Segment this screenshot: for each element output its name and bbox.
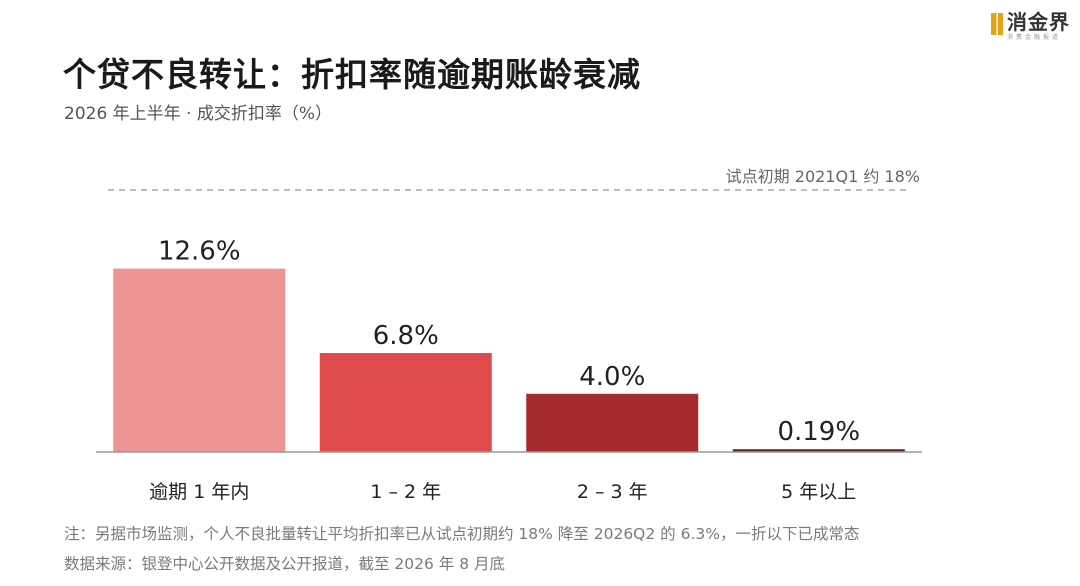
- reference-line-label: 试点初期 2021Q1 约 18%: [726, 167, 920, 186]
- logo-mark-icon: [991, 13, 1003, 35]
- footnote: 注：另据市场监测，个人不良批量转让平均折扣率已从试点初期约 18% 降至 202…: [64, 525, 860, 543]
- bar-value-label-4: 0.19%: [777, 417, 860, 447]
- page-title: 个贷不良转让：折扣率随逾期账龄衰减: [63, 55, 641, 94]
- category-label-4: 5 年以上: [781, 481, 856, 503]
- bar-value-label-1: 12.6%: [158, 237, 241, 267]
- category-label-2: 1 – 2 年: [370, 481, 441, 503]
- logo-subtitle: 消费金融报道: [1007, 34, 1062, 41]
- brand-logo: 消金界 消费金融报道: [991, 10, 1070, 42]
- category-label-3: 2 – 3 年: [577, 481, 648, 503]
- bar-value-label-3: 4.0%: [579, 362, 645, 392]
- data-source: 数据来源：银登中心公开数据及公开报道，截至 2026 年 8 月底: [64, 555, 506, 573]
- logo-name: 消金界: [1007, 10, 1070, 34]
- category-label-1: 逾期 1 年内: [149, 481, 249, 503]
- bar-1: [113, 268, 286, 452]
- bar-4: [732, 449, 905, 452]
- chart-subtitle: 2026 年上半年 · 成交折扣率（%）: [64, 104, 333, 124]
- bar-3: [526, 393, 699, 452]
- bar-value-label-2: 6.8%: [373, 321, 439, 351]
- bar-2: [319, 353, 492, 452]
